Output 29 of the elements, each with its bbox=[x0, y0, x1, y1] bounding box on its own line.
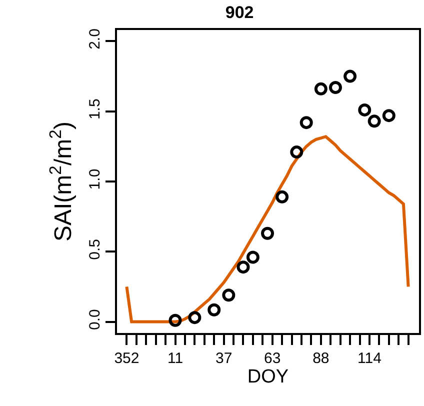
y-tick-label: 2.0 bbox=[86, 28, 104, 50]
point bbox=[222, 288, 236, 302]
point bbox=[188, 311, 202, 324]
x-tick-label: 37 bbox=[215, 350, 232, 367]
point bbox=[276, 190, 289, 204]
x-tick-label: 88 bbox=[312, 350, 330, 367]
point bbox=[328, 81, 342, 94]
y-tick-label: 0.5 bbox=[86, 238, 104, 260]
point bbox=[358, 103, 372, 116]
x-axis-title: DOY bbox=[247, 366, 289, 388]
point bbox=[344, 70, 357, 83]
point bbox=[368, 114, 381, 128]
point bbox=[314, 82, 328, 96]
x-tick-label: 63 bbox=[264, 350, 281, 367]
x-tick-label: 11 bbox=[167, 350, 184, 367]
chart-title: 902 bbox=[225, 2, 254, 22]
point bbox=[246, 250, 260, 264]
point bbox=[382, 109, 396, 122]
point bbox=[261, 226, 274, 240]
y-tick-label: 1.0 bbox=[86, 168, 104, 190]
y-tick-label: 1.5 bbox=[86, 98, 104, 120]
point bbox=[300, 116, 313, 130]
x-tick-label: 114 bbox=[358, 350, 382, 367]
x-tick-label: 352 bbox=[114, 350, 140, 367]
point bbox=[208, 303, 221, 316]
point bbox=[236, 260, 250, 274]
y-tick-label: 0.0 bbox=[86, 309, 104, 330]
point bbox=[168, 314, 182, 327]
point bbox=[290, 146, 304, 159]
